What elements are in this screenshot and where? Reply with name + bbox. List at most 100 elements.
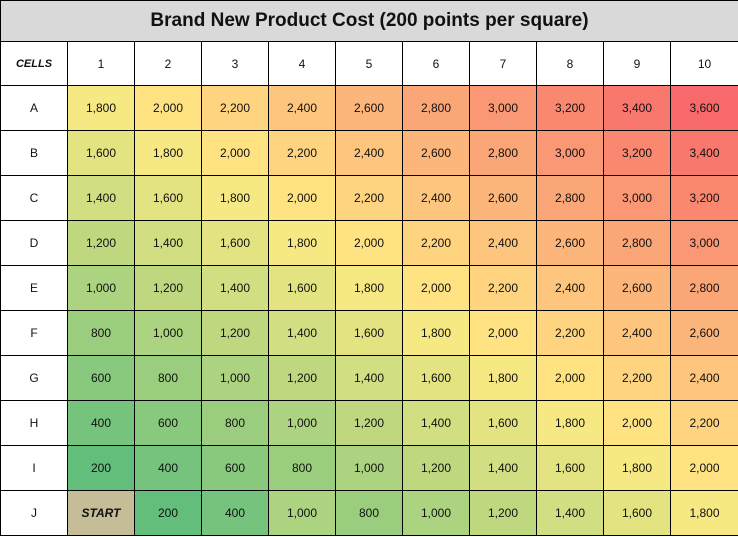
cost-cell[interactable]: 800: [335, 490, 403, 536]
cost-cell[interactable]: 2,200: [469, 265, 537, 311]
cost-cell[interactable]: 2,600: [335, 85, 403, 131]
cost-cell[interactable]: 2,400: [603, 310, 671, 356]
cost-cell[interactable]: 2,000: [134, 85, 202, 131]
cost-cell[interactable]: 1,600: [67, 130, 135, 176]
column-header-6[interactable]: 6: [402, 41, 470, 86]
cost-cell[interactable]: 600: [134, 400, 202, 446]
row-label-i[interactable]: I: [0, 445, 68, 491]
cost-cell[interactable]: 2,200: [335, 175, 403, 221]
cost-cell[interactable]: 1,000: [201, 355, 269, 401]
cost-cell[interactable]: 1,000: [67, 265, 135, 311]
cost-cell[interactable]: 1,000: [268, 490, 336, 536]
cost-cell[interactable]: 1,000: [335, 445, 403, 491]
column-header-5[interactable]: 5: [335, 41, 403, 86]
row-label-c[interactable]: C: [0, 175, 68, 221]
cost-cell[interactable]: 1,800: [335, 265, 403, 311]
row-label-e[interactable]: E: [0, 265, 68, 311]
cost-cell[interactable]: 2,200: [670, 400, 738, 446]
cost-cell[interactable]: 2,400: [469, 220, 537, 266]
cost-cell[interactable]: 3,000: [603, 175, 671, 221]
cost-cell[interactable]: 3,400: [670, 130, 738, 176]
cost-cell[interactable]: 1,400: [201, 265, 269, 311]
row-label-f[interactable]: F: [0, 310, 68, 356]
cost-cell[interactable]: 1,200: [134, 265, 202, 311]
column-header-9[interactable]: 9: [603, 41, 671, 86]
cost-cell[interactable]: 3,000: [670, 220, 738, 266]
cost-cell[interactable]: 1,400: [67, 175, 135, 221]
cost-cell[interactable]: 2,800: [670, 265, 738, 311]
cost-cell[interactable]: 3,200: [536, 85, 604, 131]
cost-cell[interactable]: 2,000: [536, 355, 604, 401]
cost-cell[interactable]: 1,800: [402, 310, 470, 356]
cost-cell[interactable]: 2,200: [201, 85, 269, 131]
cost-cell[interactable]: 2,000: [402, 265, 470, 311]
cost-cell[interactable]: 3,000: [469, 85, 537, 131]
cost-cell[interactable]: 2,600: [536, 220, 604, 266]
cost-cell[interactable]: 1,400: [268, 310, 336, 356]
cost-cell[interactable]: 1,800: [469, 355, 537, 401]
cost-cell[interactable]: 800: [201, 400, 269, 446]
row-label-d[interactable]: D: [0, 220, 68, 266]
cost-cell[interactable]: 1,400: [536, 490, 604, 536]
cost-cell[interactable]: 1,600: [201, 220, 269, 266]
column-header-7[interactable]: 7: [469, 41, 537, 86]
cost-cell[interactable]: 1,600: [603, 490, 671, 536]
column-header-8[interactable]: 8: [536, 41, 604, 86]
cost-cell[interactable]: 1,200: [67, 220, 135, 266]
column-header-2[interactable]: 2: [134, 41, 202, 86]
cost-cell[interactable]: 3,400: [603, 85, 671, 131]
cost-cell[interactable]: 3,000: [536, 130, 604, 176]
cost-cell[interactable]: 2,000: [603, 400, 671, 446]
cost-cell[interactable]: 1,800: [201, 175, 269, 221]
cost-cell[interactable]: 600: [201, 445, 269, 491]
cost-cell[interactable]: 800: [67, 310, 135, 356]
cost-cell[interactable]: 1,600: [268, 265, 336, 311]
cost-cell[interactable]: 400: [67, 400, 135, 446]
cost-cell[interactable]: 1,600: [469, 400, 537, 446]
cost-cell[interactable]: 3,200: [603, 130, 671, 176]
cost-cell[interactable]: 1,800: [670, 490, 738, 536]
cost-cell[interactable]: 2,400: [536, 265, 604, 311]
cost-cell[interactable]: 2,000: [469, 310, 537, 356]
cost-cell[interactable]: 2,600: [469, 175, 537, 221]
cost-cell[interactable]: 2,400: [268, 85, 336, 131]
corner-label[interactable]: CELLS: [0, 41, 68, 86]
cost-cell[interactable]: 400: [201, 490, 269, 536]
cost-cell[interactable]: 400: [134, 445, 202, 491]
cost-cell[interactable]: 1,800: [268, 220, 336, 266]
cost-cell[interactable]: 800: [134, 355, 202, 401]
column-header-3[interactable]: 3: [201, 41, 269, 86]
cost-cell[interactable]: 1,000: [134, 310, 202, 356]
cost-cell[interactable]: 2,400: [670, 355, 738, 401]
cost-cell[interactable]: 1,000: [268, 400, 336, 446]
cost-cell[interactable]: 3,600: [670, 85, 738, 131]
cost-cell[interactable]: 2,600: [670, 310, 738, 356]
row-label-g[interactable]: G: [0, 355, 68, 401]
cost-cell[interactable]: 2,800: [536, 175, 604, 221]
cost-cell[interactable]: 1,600: [134, 175, 202, 221]
cost-cell[interactable]: 1,200: [335, 400, 403, 446]
cost-cell[interactable]: 2,000: [670, 445, 738, 491]
cost-cell[interactable]: 1,400: [134, 220, 202, 266]
cost-cell[interactable]: 1,400: [402, 400, 470, 446]
cost-cell[interactable]: 2,600: [402, 130, 470, 176]
cost-cell[interactable]: 1,200: [201, 310, 269, 356]
cost-cell[interactable]: 1,200: [469, 490, 537, 536]
cost-cell[interactable]: 200: [134, 490, 202, 536]
column-header-10[interactable]: 10: [670, 41, 738, 86]
row-label-j[interactable]: J: [0, 490, 68, 536]
cost-cell[interactable]: 2,800: [603, 220, 671, 266]
cost-cell[interactable]: 200: [67, 445, 135, 491]
cost-cell[interactable]: 1,800: [67, 85, 135, 131]
cost-cell[interactable]: 1,800: [134, 130, 202, 176]
cost-cell[interactable]: 2,400: [402, 175, 470, 221]
cost-cell[interactable]: 2,200: [268, 130, 336, 176]
cost-cell[interactable]: 2,400: [335, 130, 403, 176]
cost-cell[interactable]: 1,600: [536, 445, 604, 491]
cost-cell[interactable]: 2,000: [201, 130, 269, 176]
cost-cell[interactable]: 2,000: [268, 175, 336, 221]
cost-cell[interactable]: 2,800: [469, 130, 537, 176]
cost-cell[interactable]: 1,400: [335, 355, 403, 401]
column-header-4[interactable]: 4: [268, 41, 336, 86]
cost-cell[interactable]: 2,200: [603, 355, 671, 401]
